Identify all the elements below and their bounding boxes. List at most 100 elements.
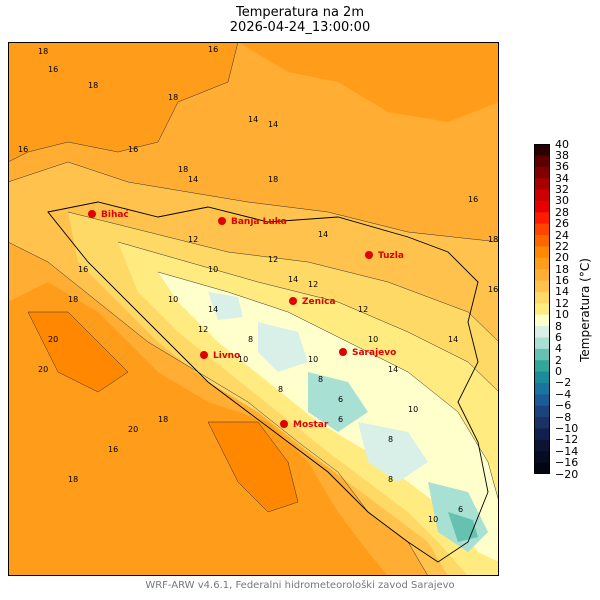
city-marker xyxy=(218,217,226,225)
colorbar-segment xyxy=(534,212,550,225)
colorbar-segment xyxy=(534,155,550,168)
colorbar-tick-label: 34 xyxy=(555,171,569,185)
colorbar-segment xyxy=(534,382,550,395)
contour-label: 18 xyxy=(168,93,178,102)
contour-label: 12 xyxy=(188,235,198,244)
city-label: Mostar xyxy=(293,420,329,430)
city-label: Livno xyxy=(213,351,240,361)
contour-label: 18 xyxy=(88,81,98,90)
city-marker xyxy=(200,351,208,359)
colorbar-segment xyxy=(534,280,550,293)
colorbar-tick-label: −4 xyxy=(555,387,572,401)
contour-label: 18 xyxy=(268,175,278,184)
colorbar-tick-label: 40 xyxy=(555,137,569,151)
contour-label: 10 xyxy=(308,355,318,364)
map-frame xyxy=(8,42,499,576)
city-label: Zenica xyxy=(302,297,336,307)
colorbar-tick-label: −12 xyxy=(555,433,579,447)
contour-label: 16 xyxy=(208,45,218,54)
colorbar-segment xyxy=(534,405,550,418)
contour-label: 10 xyxy=(238,355,248,364)
chart-title-line1: Temperatura na 2m xyxy=(235,5,364,20)
contour-label: 12 xyxy=(358,305,368,314)
city-marker xyxy=(289,297,297,305)
city-marker xyxy=(339,348,347,356)
warm-area-northeast xyxy=(238,42,499,122)
contour-label: 14 xyxy=(208,305,218,314)
colorbar-tick-label: 36 xyxy=(555,160,569,174)
colorbar-segment xyxy=(534,371,550,384)
contour-label: 16 xyxy=(468,195,478,204)
contour-label: 8 xyxy=(388,435,393,444)
colorbar-tick-label: 20 xyxy=(555,251,569,265)
contour-label: 10 xyxy=(428,515,438,524)
contour-label: 12 xyxy=(308,280,318,289)
colorbar-tick-label: 22 xyxy=(555,239,569,253)
colorbar-segment xyxy=(534,200,550,213)
colorbar-segment xyxy=(534,166,550,179)
chart-title-line2: 2026-04-24_13:00:00 xyxy=(229,20,371,35)
colorbar-segment xyxy=(534,337,550,350)
contour-label: 14 xyxy=(388,365,398,374)
footer-credit: WRF-ARW v4.6.1, Federalni hidrometeorolo… xyxy=(145,580,455,591)
contour-label: 16 xyxy=(18,145,28,154)
cold-patch-3 xyxy=(358,422,428,482)
city-marker xyxy=(88,210,96,218)
colorbar-tick-label: 18 xyxy=(555,262,569,276)
colorbar xyxy=(534,144,550,474)
colorbar-segment xyxy=(534,223,550,236)
colorbar-tick-label: 28 xyxy=(555,205,569,219)
colorbar-tick-label: 38 xyxy=(555,148,569,162)
colorbar-tick-label: −8 xyxy=(555,410,572,424)
colorbar-segment xyxy=(534,451,550,464)
contour-label: 16 xyxy=(128,145,138,154)
colorbar-segment xyxy=(534,326,550,338)
contour-label: 16 xyxy=(108,445,118,454)
contour-label: 18 xyxy=(178,165,188,174)
colorbar-tick-label: −14 xyxy=(555,444,579,458)
contour-label: 20 xyxy=(48,335,58,344)
colorbar-segment xyxy=(534,417,550,429)
colorbar-tick-label: 26 xyxy=(555,217,569,231)
colorbar-tick-label: 32 xyxy=(555,183,569,197)
colorbar-segment xyxy=(534,439,550,452)
contour-label: 6 xyxy=(458,505,463,514)
contour-label: 18 xyxy=(158,415,168,424)
contour-label: 20 xyxy=(128,425,138,434)
colorbar-segment xyxy=(534,246,550,259)
contour-label: 8 xyxy=(278,385,283,394)
colorbar-tick-label: −6 xyxy=(555,399,572,413)
colorbar-segment xyxy=(534,360,550,373)
colorbar-segment xyxy=(534,348,550,361)
cold-patch-1 xyxy=(258,322,308,372)
colorbar-segment xyxy=(534,462,550,474)
cold-patch-6 xyxy=(208,292,243,320)
colorbar-segment xyxy=(534,394,550,407)
contour-label: 12 xyxy=(198,325,208,334)
colorbar-tick-label: 10 xyxy=(555,308,569,322)
city-label: Bihać xyxy=(101,209,129,220)
colorbar-tick-label: 14 xyxy=(555,285,569,299)
colorbar-tick-label: −2 xyxy=(555,376,572,390)
hot-area-coast xyxy=(28,312,128,392)
contour-label: 18 xyxy=(68,475,78,484)
contour-label: 14 xyxy=(268,120,278,129)
contour-label: 16 xyxy=(488,285,498,294)
city-label: Sarajevo xyxy=(352,348,396,358)
adriatic-sea xyxy=(8,342,308,576)
contour-label: 18 xyxy=(488,235,498,244)
contour-label: 14 xyxy=(318,230,328,239)
contour-label: 18 xyxy=(38,47,48,56)
contour-label: 10 xyxy=(208,265,218,274)
colorbar-tick-label: 6 xyxy=(555,330,562,344)
contour-label: 8 xyxy=(388,475,393,484)
contour-label: 8 xyxy=(318,375,323,384)
colorbar-segment xyxy=(534,189,550,202)
colorbar-segment xyxy=(534,257,550,270)
contour-label: 10 xyxy=(408,405,418,414)
colorbar-tick-label: 16 xyxy=(555,274,569,288)
cold-patch-5 xyxy=(448,512,478,542)
colorbar-tick-label: 8 xyxy=(555,319,562,333)
